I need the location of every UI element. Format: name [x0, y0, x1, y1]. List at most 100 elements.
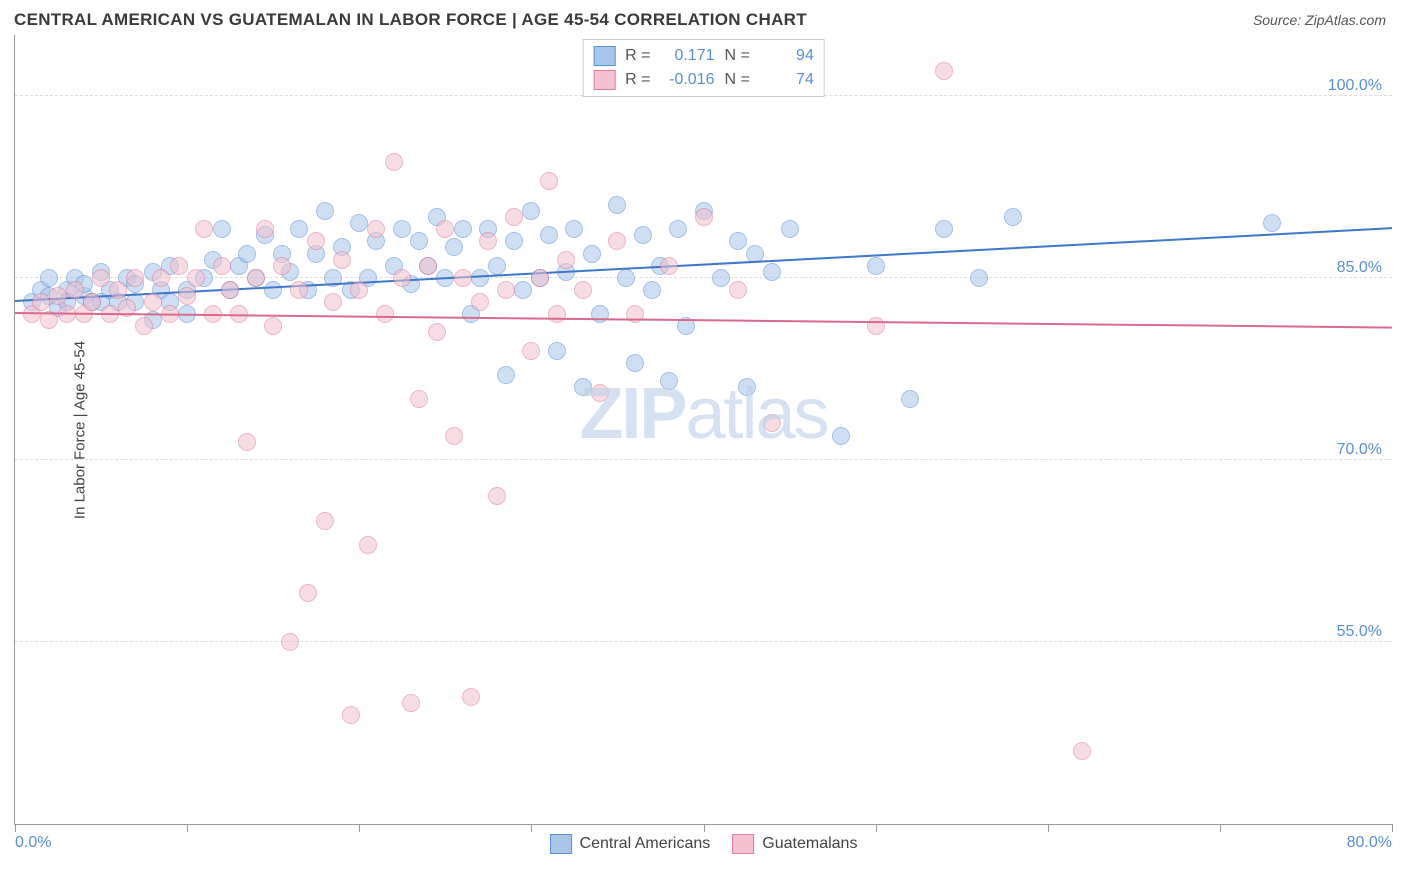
y-tick-label: 70.0%	[1335, 441, 1384, 459]
scatter-point	[522, 342, 540, 360]
scatter-point	[557, 251, 575, 269]
scatter-point	[454, 269, 472, 287]
scatter-point	[669, 220, 687, 238]
scatter-point	[49, 287, 67, 305]
scatter-point	[488, 487, 506, 505]
x-tick	[187, 824, 188, 832]
scatter-point	[522, 202, 540, 220]
scatter-point	[264, 317, 282, 335]
scatter-point	[574, 281, 592, 299]
scatter-point	[729, 232, 747, 250]
scatter-point	[454, 220, 472, 238]
chart-container: In Labor Force | Age 45-54 ZIPatlas 55.0…	[14, 35, 1392, 825]
x-tick	[876, 824, 877, 832]
swatch-series-0	[593, 46, 615, 66]
scatter-point	[273, 257, 291, 275]
scatter-point	[264, 281, 282, 299]
stats-legend-row-1: R = -0.016 N = 74	[593, 68, 814, 92]
scatter-point	[187, 269, 205, 287]
x-axis-label-left: 0.0%	[15, 834, 51, 852]
scatter-point	[462, 688, 480, 706]
scatter-point	[867, 317, 885, 335]
scatter-point	[126, 269, 144, 287]
scatter-point	[660, 257, 678, 275]
scatter-point	[367, 220, 385, 238]
scatter-point	[970, 269, 988, 287]
scatter-point	[781, 220, 799, 238]
scatter-point	[712, 269, 730, 287]
scatter-point	[634, 226, 652, 244]
scatter-point	[393, 220, 411, 238]
scatter-point	[488, 257, 506, 275]
grid-line	[15, 459, 1392, 460]
scatter-point	[935, 62, 953, 80]
scatter-point	[393, 269, 411, 287]
grid-line	[15, 641, 1392, 642]
scatter-point	[617, 269, 635, 287]
scatter-point	[514, 281, 532, 299]
scatter-point	[238, 245, 256, 263]
scatter-point	[738, 378, 756, 396]
scatter-point	[540, 172, 558, 190]
scatter-point	[307, 232, 325, 250]
stats-legend: R = 0.171 N = 94 R = -0.016 N = 74	[582, 39, 825, 97]
scatter-point	[213, 257, 231, 275]
r-value-1: -0.016	[661, 71, 715, 89]
x-tick	[531, 824, 532, 832]
scatter-point	[221, 281, 239, 299]
scatter-point	[247, 269, 265, 287]
n-value-1: 74	[760, 71, 814, 89]
scatter-point	[402, 694, 420, 712]
r-label-0: R =	[625, 47, 650, 65]
scatter-point	[660, 372, 678, 390]
scatter-point	[531, 269, 549, 287]
scatter-point	[256, 220, 274, 238]
scatter-point	[170, 257, 188, 275]
scatter-point	[867, 257, 885, 275]
scatter-point	[92, 269, 110, 287]
watermark: ZIPatlas	[579, 373, 827, 455]
r-label-1: R =	[625, 71, 650, 89]
scatter-point	[763, 263, 781, 281]
r-value-0: 0.171	[661, 47, 715, 65]
scatter-point	[471, 269, 489, 287]
x-axis-label-right: 80.0%	[1347, 834, 1392, 852]
scatter-point	[350, 214, 368, 232]
scatter-point	[497, 366, 515, 384]
scatter-point	[109, 281, 127, 299]
scatter-point	[436, 220, 454, 238]
y-tick-label: 85.0%	[1335, 259, 1384, 277]
scatter-point	[419, 257, 437, 275]
scatter-point	[290, 220, 308, 238]
x-tick	[1048, 824, 1049, 832]
scatter-point	[135, 317, 153, 335]
scatter-point	[144, 293, 162, 311]
scatter-point	[290, 281, 308, 299]
scatter-point	[299, 584, 317, 602]
x-tick	[15, 824, 16, 832]
scatter-point	[540, 226, 558, 244]
scatter-point	[445, 238, 463, 256]
scatter-point	[359, 536, 377, 554]
scatter-point	[935, 220, 953, 238]
scatter-point	[626, 354, 644, 372]
scatter-point	[763, 414, 781, 432]
scatter-point	[410, 390, 428, 408]
legend-swatch-1	[732, 834, 754, 854]
scatter-point	[238, 433, 256, 451]
scatter-point	[695, 208, 713, 226]
chart-header: CENTRAL AMERICAN VS GUATEMALAN IN LABOR …	[0, 0, 1406, 35]
scatter-point	[333, 251, 351, 269]
scatter-point	[1263, 214, 1281, 232]
scatter-point	[1073, 742, 1091, 760]
scatter-point	[316, 512, 334, 530]
n-label-1: N =	[725, 71, 750, 89]
scatter-point	[583, 245, 601, 263]
scatter-point	[385, 153, 403, 171]
n-value-0: 94	[760, 47, 814, 65]
scatter-point	[471, 293, 489, 311]
scatter-point	[505, 208, 523, 226]
y-tick-label: 55.0%	[1335, 623, 1384, 641]
scatter-point	[324, 293, 342, 311]
chart-title: CENTRAL AMERICAN VS GUATEMALAN IN LABOR …	[14, 10, 807, 30]
